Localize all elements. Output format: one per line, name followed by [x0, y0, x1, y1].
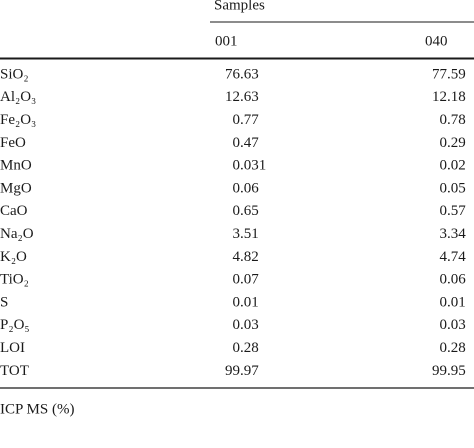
cell-value: 0.05	[440, 180, 466, 196]
row-label: Na₂O	[0, 226, 34, 242]
cell-value: 3.34	[440, 226, 467, 242]
row-label: LOI	[0, 340, 25, 356]
row-label: SiO₂	[0, 66, 29, 82]
row-label: P₂O₅	[0, 317, 30, 333]
cell-value: 0.01	[233, 294, 259, 310]
row-label: S	[0, 294, 8, 310]
row-label: MnO	[0, 158, 32, 174]
row-label: MgO	[0, 180, 32, 196]
cell-value: 0.07	[233, 272, 260, 288]
row-label: FeO	[0, 135, 26, 151]
footnote: ICP MS (%)	[0, 401, 74, 417]
cell-value: 0.06	[233, 180, 260, 196]
cell-value: 99.95	[432, 363, 466, 379]
cell-value: 0.06	[440, 272, 467, 288]
cell-value: 99.97	[225, 363, 259, 379]
cell-value: 0.57	[440, 203, 467, 219]
row-label: TiO₂	[0, 272, 29, 288]
cell-value: 0.28	[440, 340, 466, 356]
cell-value: 0.02	[440, 158, 466, 174]
column-header: 001	[215, 33, 238, 49]
row-label: Al₂O₃	[0, 89, 36, 105]
group-label: Samples	[214, 0, 265, 13]
cell-value: 76.63	[225, 66, 259, 82]
cell-value: 0.03	[233, 317, 259, 333]
cell-value: 4.82	[233, 249, 259, 265]
cell-value: 0.47	[233, 135, 260, 151]
cell-value: 12.63	[225, 89, 259, 105]
cell-value: 3.51	[233, 226, 259, 242]
cell-value: 0.65	[233, 203, 259, 219]
cell-value: 0.031	[233, 158, 267, 174]
row-label: K₂O	[0, 249, 27, 265]
cell-value: 0.01	[440, 294, 466, 310]
cell-value: 0.78	[440, 112, 466, 128]
cell-value: 0.03	[440, 317, 466, 333]
cell-value: 77.59	[432, 66, 466, 82]
row-label: CaO	[0, 203, 28, 219]
cell-value: 0.77	[233, 112, 260, 128]
row-label: Fe₂O₃	[0, 112, 36, 128]
cell-value: 4.74	[440, 249, 467, 265]
row-label: TOT	[0, 363, 29, 379]
cell-value: 0.29	[440, 135, 466, 151]
cell-value: 12.18	[432, 89, 466, 105]
cell-value: 0.28	[233, 340, 259, 356]
column-header: 040	[425, 33, 448, 49]
